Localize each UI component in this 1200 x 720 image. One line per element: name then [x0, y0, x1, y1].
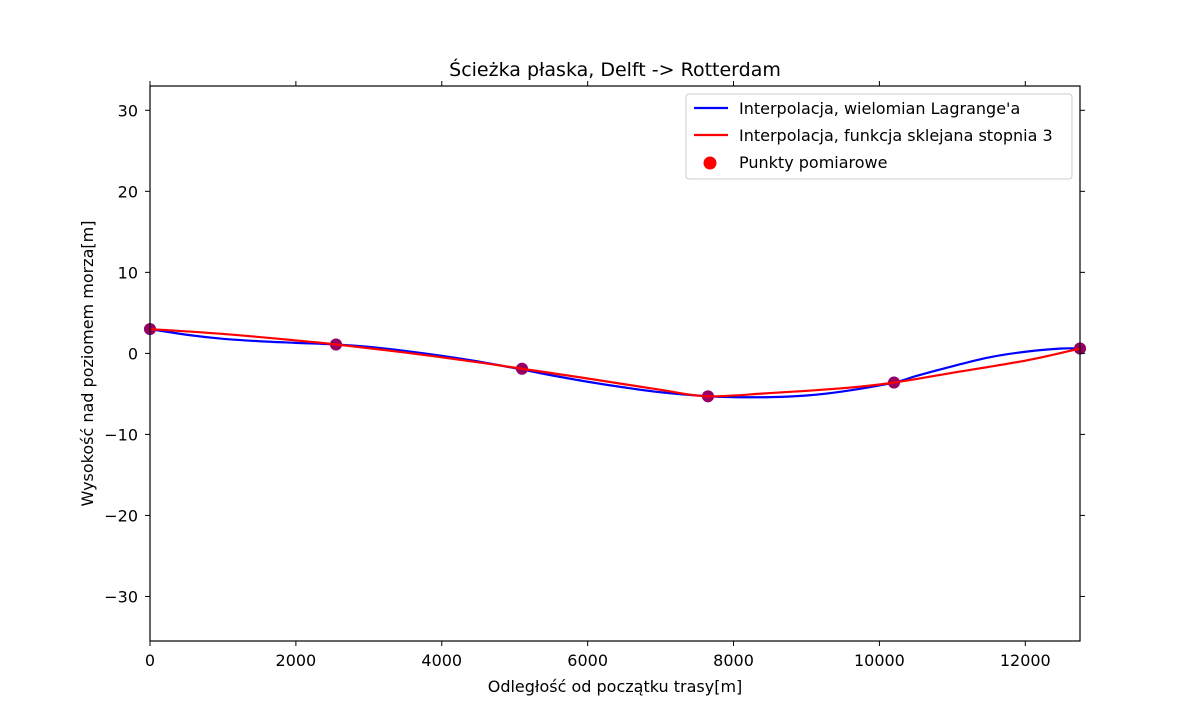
legend-label: Punkty pomiarowe: [739, 153, 887, 172]
x-tick-label: 12000: [1000, 651, 1051, 670]
legend-box: [685, 93, 1073, 180]
legend-label: Interpolacja, funkcja sklejana stopnia 3: [739, 126, 1053, 145]
y-tick-label: −30: [104, 587, 138, 606]
y-tick-label: 0: [128, 344, 138, 363]
y-axis-label: Wysokość nad poziomem morza[m]: [78, 221, 97, 507]
measurement-point: [516, 362, 528, 375]
legend-label: Interpolacja, wielomian Lagrange'a: [739, 99, 1020, 118]
x-tick-label: 0: [145, 651, 155, 670]
series-lagrange-line: [149, 327, 1081, 399]
x-tick-label: 2000: [276, 651, 317, 670]
chart-title: Ścieżka płaska, Delft -> Rotterdam: [449, 57, 781, 81]
y-tick-label: −20: [104, 506, 138, 525]
x-tick-label: 6000: [567, 651, 608, 670]
series-spline-line: [149, 327, 1081, 398]
y-tick-label: −10: [104, 425, 138, 444]
tick-layer: 0 2000 4000 6000 8000 10000 12000 30 20 10 0 −10 −20…: [104, 81, 1085, 670]
axes-frame: [149, 85, 1081, 642]
measurement-point: [702, 390, 714, 403]
measurement-point: [888, 376, 900, 389]
y-tick-label: 20: [118, 182, 138, 201]
legend-swatch: [703, 156, 717, 170]
x-tick-label: 10000: [854, 651, 905, 670]
legend: Interpolacja, wielomian Lagrange'a Interp…: [685, 93, 1073, 180]
measurement-point: [330, 338, 342, 351]
x-tick-label: 4000: [421, 651, 462, 670]
x-axis-label: Odległość od początku trasy[m]: [488, 677, 743, 696]
y-tick-label: 10: [118, 263, 138, 282]
x-tick-label: 8000: [713, 651, 754, 670]
y-tick-label: 30: [118, 101, 138, 120]
